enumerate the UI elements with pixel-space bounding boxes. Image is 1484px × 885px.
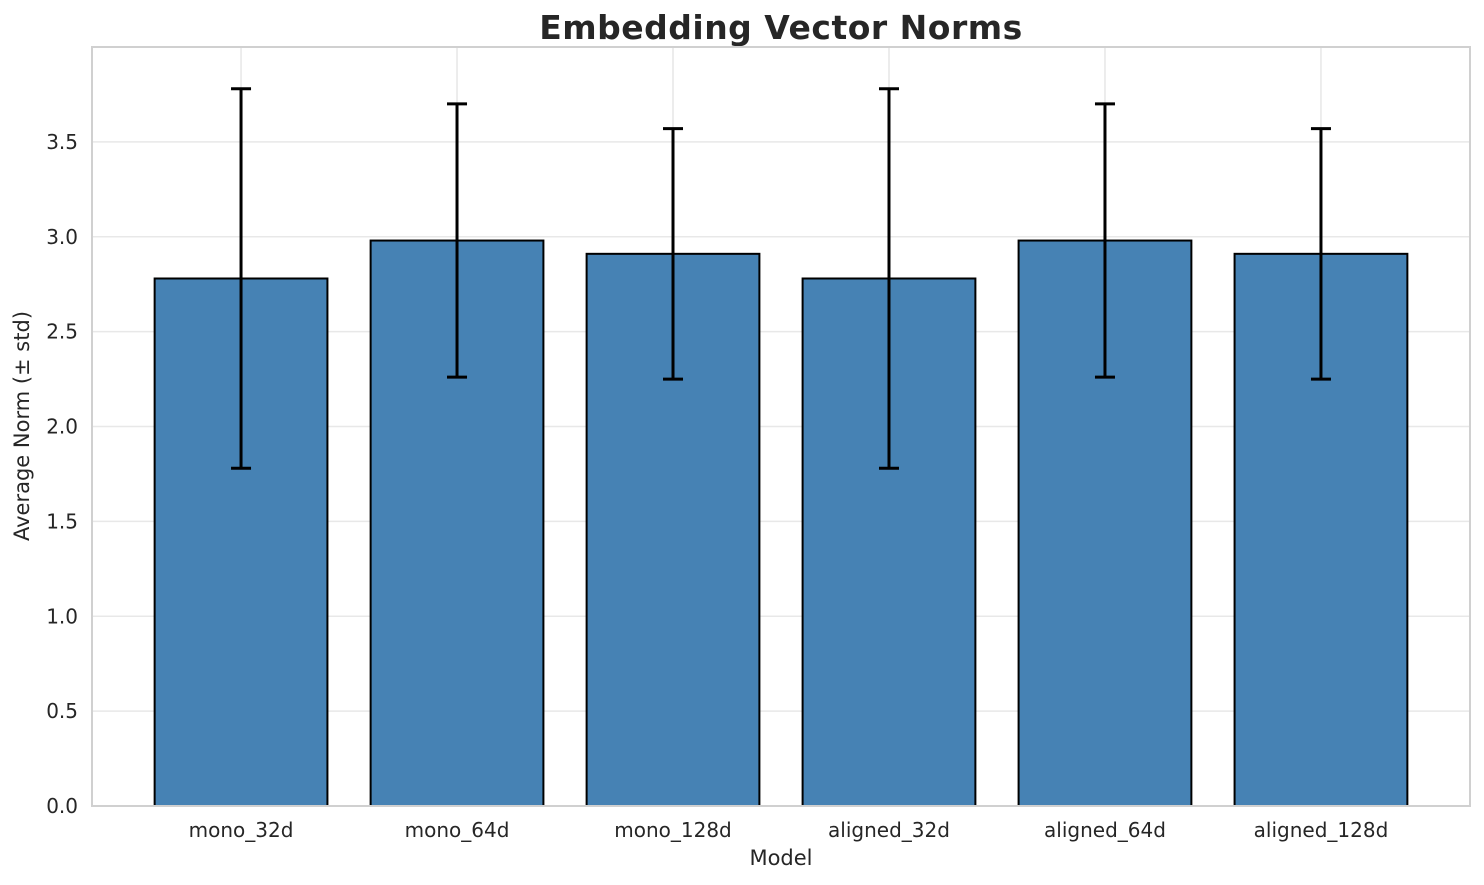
y-tick-label: 3.5 [46,130,78,154]
x-tick-label: mono_32d [189,818,294,842]
plot-border [91,46,1471,807]
x-axis-label: Model [749,846,813,870]
x-tick-label: mono_64d [405,818,510,842]
y-tick-label: 1.0 [46,604,78,628]
y-tick-label: 3.0 [46,225,78,249]
y-tick-label: 0.5 [46,699,78,723]
x-tick-label: aligned_128d [1254,818,1389,842]
chart-title: Embedding Vector Norms [539,8,1023,47]
x-tick-label: aligned_64d [1044,818,1166,842]
y-tick-label: 2.5 [46,320,78,344]
y-tick-label: 2.0 [46,415,78,439]
y-tick-label: 0.0 [46,794,78,818]
y-tick-label: 1.5 [46,509,78,533]
x-tick-label: mono_128d [614,818,732,842]
x-tick-label: aligned_32d [828,818,950,842]
